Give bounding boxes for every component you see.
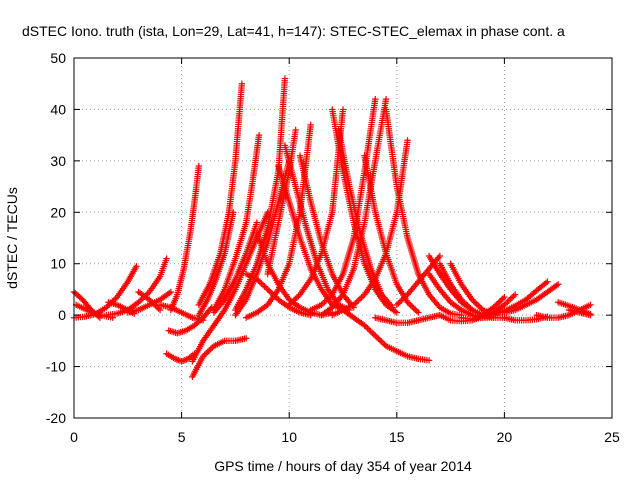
data-point — [167, 288, 175, 296]
axis-ticks: 0 5 10 15 20 25 -20 -10 0 10 20 30 40 50 — [46, 50, 620, 445]
data-point — [436, 252, 444, 260]
data-series-12 — [189, 335, 250, 381]
data-point — [195, 162, 203, 170]
data-series-35 — [382, 106, 465, 319]
data-series-15 — [195, 209, 237, 319]
data-point — [501, 293, 508, 301]
data-point — [382, 95, 390, 103]
y-tick-label: 0 — [58, 307, 66, 323]
data-series-17 — [210, 131, 263, 314]
data-series-30 — [329, 106, 400, 316]
data-series-13 — [189, 209, 271, 365]
data-point — [307, 121, 314, 129]
x-tick-label: 25 — [604, 429, 620, 445]
data-series-11 — [167, 162, 203, 314]
data-series-3 — [72, 301, 116, 321]
data-point — [281, 75, 289, 82]
data-point — [393, 309, 400, 316]
data-point — [555, 281, 562, 288]
data-point — [253, 219, 261, 226]
data-point — [372, 95, 379, 103]
data-series-32 — [339, 306, 433, 364]
data-series-9 — [165, 304, 215, 337]
data-point — [238, 80, 246, 87]
data-series-14 — [195, 80, 246, 309]
data-point — [230, 209, 237, 216]
data-series-31 — [335, 126, 396, 311]
x-tick-label: 20 — [497, 429, 513, 445]
y-tick-label: 40 — [50, 101, 66, 117]
data-point — [587, 301, 594, 309]
y-tick-label: -10 — [46, 359, 66, 375]
y-tick-label: -20 — [46, 410, 66, 426]
data-point — [389, 304, 396, 311]
data-point — [207, 305, 214, 313]
data-series — [70, 75, 594, 381]
plot-frame — [73, 57, 613, 419]
data-series-7 — [135, 288, 164, 314]
data-point — [415, 309, 422, 316]
x-axis-label: GPS time / hours of day 354 of year 2014 — [214, 458, 472, 474]
x-tick-label: 15 — [389, 429, 405, 445]
data-series-49 — [565, 306, 594, 319]
data-point — [404, 137, 411, 144]
x-tick-label: 5 — [178, 429, 186, 445]
data-point — [292, 126, 299, 134]
data-point — [425, 357, 433, 364]
chart-title: dSTEC Iono. truth (ista, Lon=29, Lat=41,… — [22, 23, 565, 39]
y-tick-label: 10 — [50, 256, 66, 272]
x-tick-label: 0 — [70, 429, 78, 445]
x-tick-label: 10 — [281, 429, 297, 445]
data-point — [587, 311, 594, 319]
data-series-16 — [210, 219, 261, 316]
y-tick-label: 20 — [50, 204, 66, 220]
y-axis-label: dSTEC / TECUs — [4, 187, 20, 289]
y-tick-label: 30 — [50, 153, 66, 169]
data-point — [133, 263, 140, 270]
data-point — [339, 106, 347, 113]
data-series-45 — [501, 281, 562, 316]
data-point — [242, 335, 250, 342]
data-point — [255, 131, 263, 139]
y-tick-label: 50 — [50, 50, 66, 66]
data-point — [544, 278, 551, 285]
data-point — [511, 291, 519, 298]
data-point — [163, 255, 170, 262]
